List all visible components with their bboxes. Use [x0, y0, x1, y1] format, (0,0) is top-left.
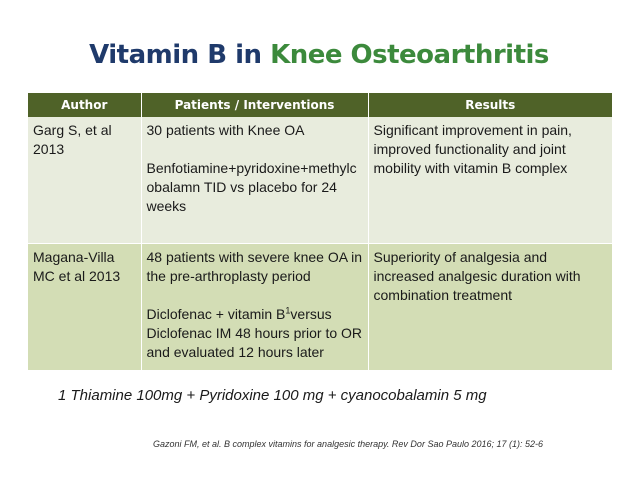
- citation: Gazoni FM, et al. B complex vitamins for…: [153, 439, 544, 449]
- slide-title: Vitamin B in Knee Osteoarthritis: [0, 40, 638, 70]
- header-results: Results: [368, 93, 612, 117]
- cell-author: Magana-Villa MC et al 2013: [28, 243, 142, 370]
- cell-results: Superiority of analgesia and increased a…: [368, 243, 612, 370]
- header-author: Author: [28, 93, 142, 117]
- table-row: Garg S, et al 2013 30 patients with Knee…: [28, 117, 612, 244]
- table-row: Magana-Villa MC et al 2013 48 patients w…: [28, 243, 612, 370]
- cell-author: Garg S, et al 2013: [28, 117, 142, 244]
- header-patients-interventions: Patients / Interventions: [141, 93, 369, 117]
- patients-text: 30 patients with Knee OA: [146, 122, 305, 138]
- cell-patients-interventions: 30 patients with Knee OA Benfotiamine+py…: [141, 117, 369, 244]
- study-table: Author Patients / Interventions Results …: [28, 93, 612, 370]
- footnote: 1 Thiamine 100mg + Pyridoxine 100 mg + c…: [58, 387, 487, 404]
- intervention-text: Diclofenac + vitamin B1versus Diclofenac…: [146, 305, 363, 360]
- footnote-marker: 1: [285, 305, 291, 316]
- cell-results: Significant improvement in pain, improve…: [368, 117, 612, 244]
- patients-text: 48 patients with severe knee OA in the p…: [146, 249, 363, 284]
- intervention-text: Benfotiamine+pyridoxine+methylcobalamn T…: [146, 160, 357, 214]
- title-part-1: Vitamin B in: [89, 40, 271, 70]
- cell-patients-interventions: 48 patients with severe knee OA in the p…: [141, 243, 369, 370]
- table-header-row: Author Patients / Interventions Results: [28, 93, 612, 117]
- title-part-2: Knee Osteoarthritis: [270, 40, 549, 70]
